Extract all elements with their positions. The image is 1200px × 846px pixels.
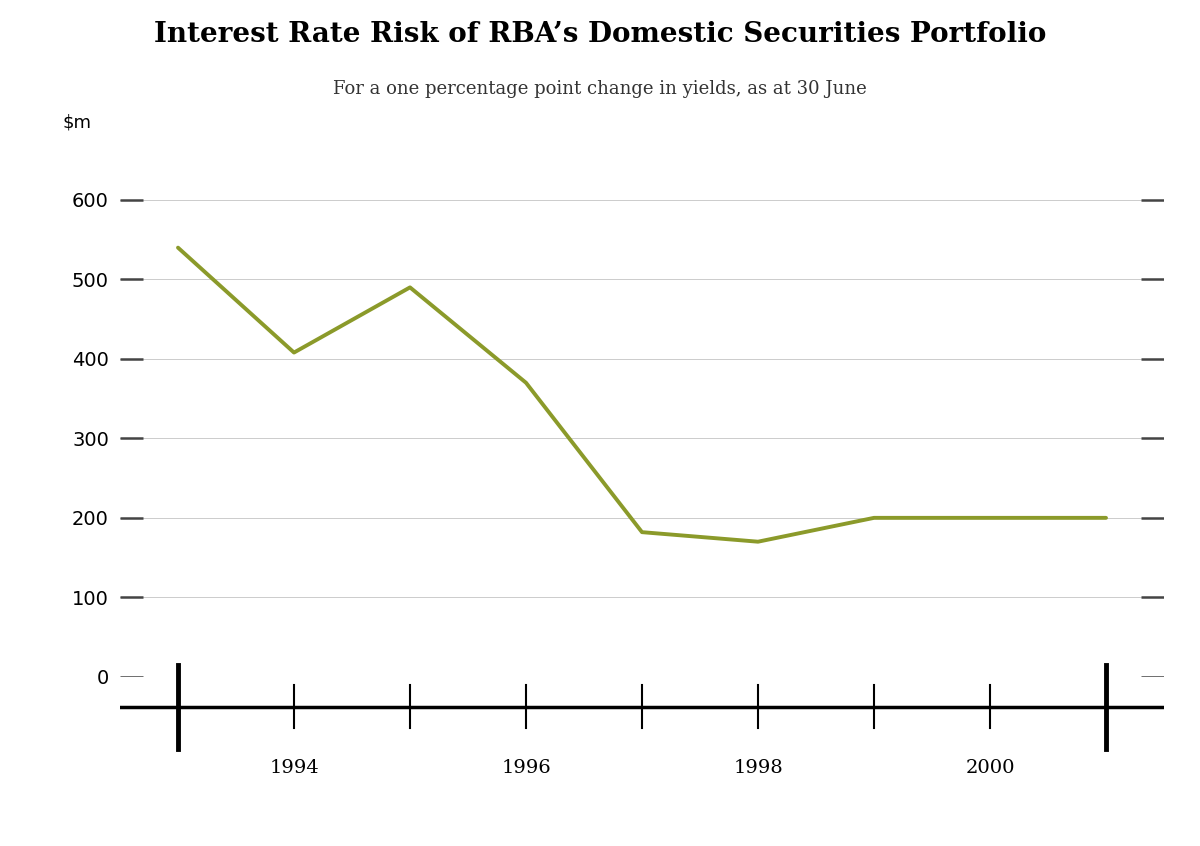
Text: 2000: 2000 [965,759,1015,777]
Text: 1996: 1996 [502,759,551,777]
Text: Interest Rate Risk of RBA’s Domestic Securities Portfolio: Interest Rate Risk of RBA’s Domestic Sec… [154,21,1046,48]
Text: 1994: 1994 [269,759,319,777]
Text: For a one percentage point change in yields, as at 30 June: For a one percentage point change in yie… [334,80,866,98]
Text: $m: $m [62,113,91,131]
Text: 1998: 1998 [733,759,782,777]
